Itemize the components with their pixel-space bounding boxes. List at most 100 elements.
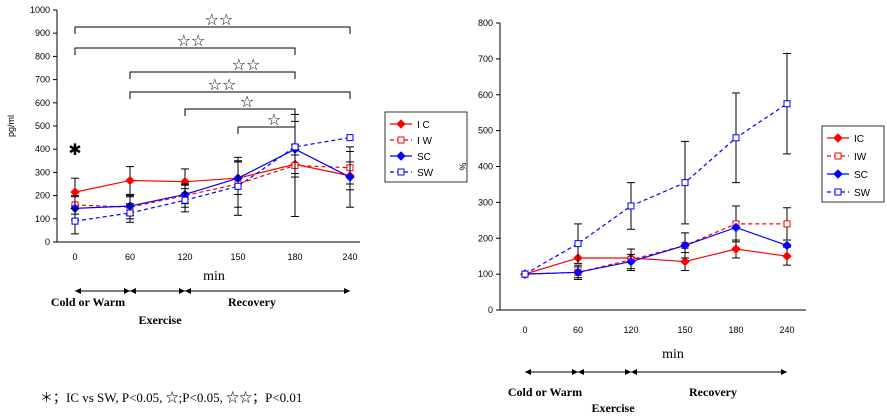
significance-bracket [237,126,296,134]
chart-left: 0 100 200 300 400 500 600 700 800 900 1000 0 60 120 15… [6,5,468,327]
annotation-marker: ✱ [68,140,81,159]
y-tick-label: 600 [35,98,50,108]
y-tick-label: 600 [478,90,493,100]
legend-label: IC [854,134,864,145]
x-tick-label: 0 [522,325,527,335]
legend-box [821,125,885,203]
x-tick-label: 0 [72,252,77,262]
x-tick-label: 60 [125,252,135,262]
phase-label: Exercise [138,313,182,327]
data-point [680,240,690,251]
x-tick-label: 120 [623,325,638,335]
legend-marker [833,133,843,143]
y-tick-label: 800 [478,18,493,28]
x-tick-label: 120 [177,252,192,262]
phase-label: Exercise [591,401,635,415]
y-tick-label: 0 [488,305,493,315]
data-point [680,256,690,267]
phase-arrow-head [625,369,631,375]
legend-label: IW [854,152,867,163]
significance-bracket [129,91,351,99]
y-tick-label: 200 [478,233,493,243]
phase-arrow-head [572,369,578,375]
data-point [181,196,189,204]
legend-label: SW [854,188,871,199]
data-point [731,244,741,254]
legend-label: SW [417,168,434,179]
y-tick-label: 500 [478,126,493,136]
phase-arrow-head [781,369,787,375]
x-tick-label: 150 [230,252,245,262]
data-point [573,267,583,278]
series-line [524,103,788,275]
data-point [783,220,791,228]
data-point [574,240,582,248]
data-point [71,217,79,225]
phase-arrow-head [75,288,81,294]
y-axis-title: pg/ml [6,115,16,137]
series-line [74,137,351,222]
phase-arrow-head [185,288,191,294]
phase-label: Recovery [689,385,737,399]
data-point [291,143,299,151]
significance-stars: ☆ [240,92,254,111]
series-ic [70,154,355,207]
y-tick-label: 200 [35,191,50,201]
y-tick-label: 100 [35,214,50,224]
significance-bracket [184,108,296,116]
x-tick-label: 180 [728,325,743,335]
data-point [346,134,354,142]
legend-label: I W [417,136,433,147]
data-point [234,182,242,190]
legend-marker [397,168,405,176]
data-point [732,134,740,142]
phase-arrow-head [179,288,185,294]
significance-bracket [74,47,296,55]
series-sc [70,120,355,221]
x-tick-label: 150 [677,325,692,335]
data-point [125,175,135,186]
phase-arrow-head [525,369,531,375]
legend-marker [396,119,406,129]
series-iw [71,113,354,220]
y-tick-label: 100 [478,269,493,279]
y-tick-label: 800 [35,51,50,61]
y-tick-label: 400 [478,162,493,172]
legend-marker [834,188,842,196]
data-point [70,187,80,197]
legend-marker [833,169,843,179]
y-tick-label: 400 [35,144,50,154]
x-tick-label: 240 [779,325,794,335]
data-point [681,179,689,187]
y-tick-label: 700 [478,54,493,64]
y-tick-label: 900 [35,28,50,38]
significance-stars: ☆☆ [205,10,234,29]
legend-label: SC [854,170,868,181]
x-axis-title: min [662,347,684,362]
chart-right: 0 100 200 300 400 500 600 700 800 0 60 120 150 180 240… [458,18,885,415]
x-tick-label: 240 [342,252,357,262]
significance-brackets: ☆☆☆☆☆☆☆☆☆☆ [74,10,351,134]
significance-stars: ☆☆ [208,75,237,94]
legend-marker [396,151,406,161]
significance-bracket [129,71,296,79]
legend: IC IW SC SW [821,125,885,203]
significance-stars: ☆☆ [232,55,261,74]
phase-arrow-head [631,369,637,375]
phase-arrow-head [124,288,130,294]
significance-bracket [74,26,351,34]
y-tick-label: 300 [478,197,493,207]
series-line [74,148,351,209]
series-line [74,163,351,193]
phase-arrow-head [344,288,350,294]
y-tick-label: 1000 [30,5,50,15]
data-point [345,172,355,182]
data-point [783,100,791,108]
series-sw [521,52,791,278]
y-tick-label: 500 [35,121,50,131]
data-point [626,256,636,267]
y-tick-label: 700 [35,75,50,85]
phase-label: Recovery [228,295,276,309]
series-iw [521,205,791,281]
